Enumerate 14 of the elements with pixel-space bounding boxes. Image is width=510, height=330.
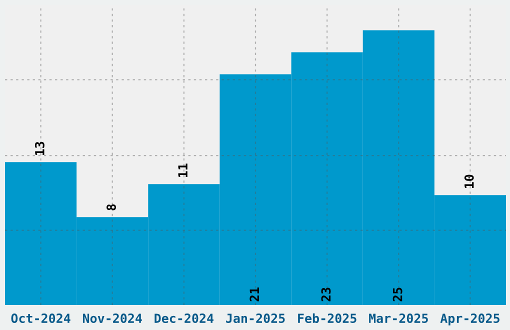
data-label: 25 — [392, 288, 402, 302]
data-label: 11 — [178, 164, 188, 177]
data-label: 8 — [106, 204, 116, 210]
data-label: 23 — [321, 288, 331, 302]
data-label: 13 — [34, 142, 44, 155]
x-tick-label: Apr-2025 — [440, 314, 500, 326]
x-tick-label: Feb-2025 — [298, 313, 356, 324]
x-tick-label: Dec-2024 — [154, 314, 214, 324]
x-tick-label: Mar-2025 — [369, 314, 428, 324]
x-tick-label: Oct-2024 — [11, 314, 70, 324]
data-label: 10 — [464, 174, 474, 188]
x-tick-label: Jan-2025 — [226, 314, 285, 324]
data-label: 21 — [250, 288, 259, 302]
x-tick-label: Nov-2024 — [82, 314, 142, 324]
